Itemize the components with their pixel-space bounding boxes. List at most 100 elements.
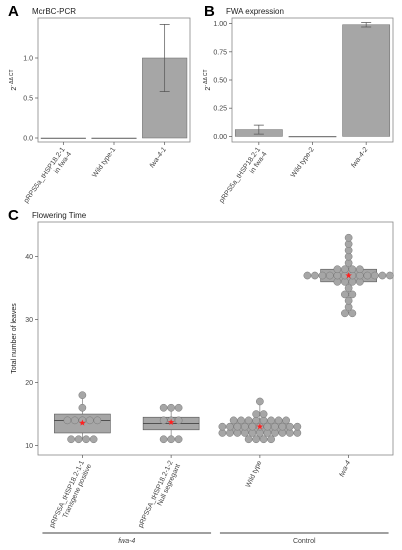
- data-point: [311, 271, 319, 280]
- data-point: [241, 422, 249, 431]
- x-tick-label-line: fwa-4-2: [350, 146, 369, 169]
- x-tick-label-line: pRPS5a_tHSP18.2-1: [23, 146, 67, 204]
- data-point: [303, 271, 312, 280]
- mean-marker: [79, 419, 86, 426]
- data-point: [78, 391, 87, 400]
- data-point: [282, 416, 290, 425]
- data-point: [378, 271, 387, 280]
- y-tick-label: 30: [25, 317, 33, 324]
- data-point: [244, 435, 253, 444]
- data-point: [74, 435, 83, 444]
- data-point: [82, 435, 90, 444]
- bar: [342, 24, 391, 137]
- data-point: [174, 403, 183, 412]
- bar: [91, 137, 137, 139]
- y-tick-label: 0.75: [213, 49, 227, 56]
- data-point: [78, 403, 87, 412]
- y-tick-label: 0.0: [23, 136, 33, 143]
- chart-title: Flowering Time: [32, 211, 87, 220]
- group-label: fwa-4: [118, 538, 135, 545]
- y-tick-label: 1.00: [213, 21, 227, 28]
- panel-label: B: [204, 3, 215, 20]
- data-point: [348, 290, 357, 299]
- data-point: [229, 416, 238, 425]
- y-axis-label: 2- ΔΔ CT: [9, 69, 18, 90]
- data-point: [267, 435, 275, 444]
- data-point: [267, 416, 275, 425]
- data-point: [86, 416, 94, 425]
- data-point: [259, 435, 268, 444]
- data-point: [271, 422, 279, 431]
- data-point: [341, 309, 349, 318]
- x-tick-label: Wild type: [245, 460, 264, 489]
- data-point: [344, 296, 353, 305]
- data-point: [244, 416, 253, 425]
- panel-label: A: [8, 3, 19, 20]
- data-point: [386, 271, 394, 280]
- chart-title: FWA expression: [226, 7, 284, 16]
- data-point: [252, 410, 260, 418]
- y-tick-label: 20: [25, 380, 33, 387]
- error-bar: [159, 24, 170, 92]
- data-point: [286, 422, 294, 431]
- data-point: [159, 416, 168, 425]
- bar: [288, 136, 337, 138]
- data-point: [293, 422, 302, 431]
- y-label-exponent: - ΔΔ CT: [203, 69, 209, 86]
- data-point: [318, 271, 327, 280]
- x-tick-label: Wild type-1: [91, 146, 117, 179]
- data-point: [356, 265, 364, 274]
- x-tick-label-line: fwa-4: [339, 460, 353, 479]
- data-point: [326, 271, 334, 280]
- data-point: [93, 416, 102, 425]
- y-label-base: 2: [11, 87, 18, 91]
- y-label-base: 2: [205, 87, 212, 91]
- data-point: [67, 435, 75, 444]
- x-tick-label: pRPS5a_tHSP18.2-1in fwa-4: [218, 146, 268, 204]
- data-point: [348, 309, 357, 318]
- x-tick-label: Wild type-2: [290, 146, 316, 179]
- data-point: [174, 435, 183, 444]
- data-point: [159, 403, 168, 412]
- panel-label: C: [8, 207, 19, 224]
- error-bar: [361, 22, 372, 28]
- bar: [40, 137, 86, 139]
- data-point: [252, 435, 260, 444]
- y-axis-label: 2- ΔΔ CT: [203, 69, 212, 90]
- data-point: [218, 422, 227, 431]
- data-point: [371, 271, 379, 280]
- data-point: [63, 416, 72, 425]
- data-point: [237, 416, 245, 425]
- group-label: Control: [293, 538, 316, 545]
- data-point: [348, 265, 357, 274]
- y-tick-label: 40: [25, 254, 33, 261]
- x-tick-label: pRPS5a_tHSP18.2-1in fwa-4: [23, 146, 73, 204]
- mean-marker: [256, 423, 264, 430]
- chart-title: McrBC-PCR: [32, 7, 76, 16]
- y-axis-label: Total number of leaves: [11, 303, 18, 374]
- data-point: [259, 410, 268, 418]
- x-tick-label-line: pRPS5a_tHSP18.2-1: [218, 146, 262, 204]
- data-point: [167, 435, 175, 444]
- y-tick-label: 0.5: [23, 96, 33, 103]
- data-point: [256, 397, 264, 406]
- data-point: [248, 422, 257, 431]
- x-tick-label-line: pRPS5A_tHSP18.2-1-2: [137, 460, 174, 529]
- data-point: [233, 422, 242, 431]
- data-point: [333, 265, 342, 274]
- x-tick-label: fwa-4-2: [350, 146, 369, 169]
- y-tick-label: 10: [25, 443, 33, 450]
- y-tick-label: 0.00: [213, 134, 227, 141]
- mean-marker: [345, 272, 352, 279]
- data-point: [341, 265, 349, 274]
- x-tick-label-line: Wild type: [245, 460, 264, 489]
- data-point: [167, 403, 175, 412]
- data-point: [278, 422, 287, 431]
- data-point: [226, 422, 234, 431]
- data-point: [274, 416, 283, 425]
- data-point: [159, 435, 168, 444]
- x-tick-label-line: fwa-4-1: [149, 146, 168, 169]
